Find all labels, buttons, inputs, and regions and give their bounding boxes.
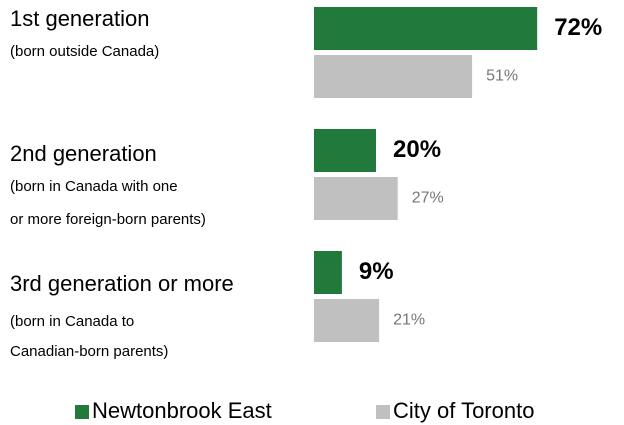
category-note: (born in Canada with one [10, 178, 178, 195]
category-label: 1st generation [10, 6, 149, 31]
value-label: 27% [412, 190, 444, 207]
legend-label: Newtonbrook East [92, 398, 272, 423]
bar [314, 251, 342, 294]
category-note: (born outside Canada) [10, 43, 159, 60]
legend-swatch [376, 405, 390, 419]
bar [314, 299, 380, 342]
category-note: Canadian-born parents) [10, 343, 168, 360]
category-label: 3rd generation or more [10, 271, 234, 296]
category-note: (born in Canada to [10, 313, 134, 330]
value-label: 21% [393, 312, 425, 329]
bar [314, 129, 376, 172]
legend-swatch [75, 405, 89, 419]
category-label: 2nd generation [10, 141, 157, 166]
value-label: 51% [486, 68, 518, 85]
category-note: or more foreign-born parents) [10, 211, 206, 228]
bar [314, 177, 398, 220]
bar [314, 7, 538, 50]
value-label: 72% [554, 14, 602, 41]
value-label: 9% [359, 258, 394, 285]
legend-label: City of Toronto [393, 398, 534, 423]
value-label: 20% [393, 136, 441, 163]
bar [314, 55, 473, 98]
